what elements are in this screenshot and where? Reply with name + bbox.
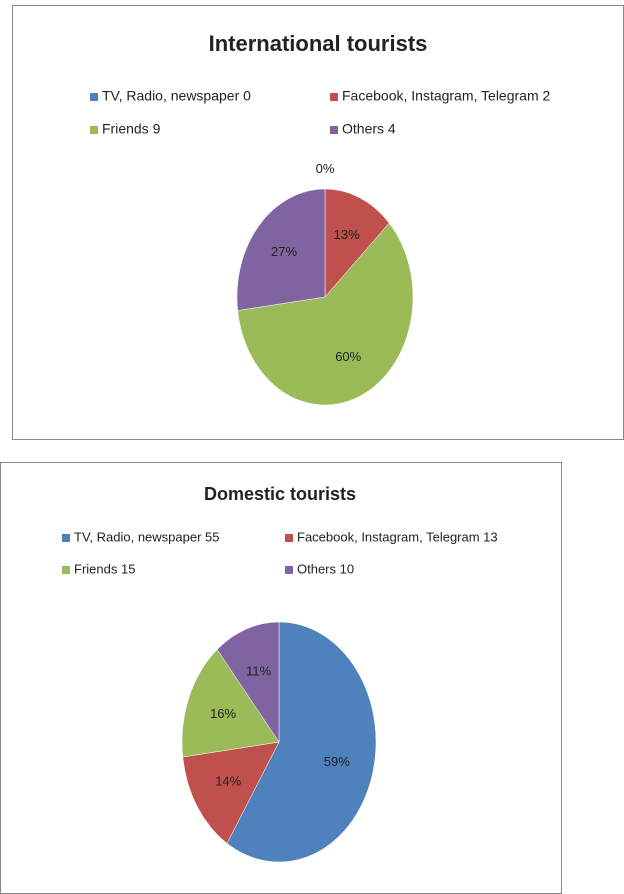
data-label: 59% (324, 754, 350, 769)
legend-label: Friends 15 (74, 561, 135, 576)
legend-swatch (62, 566, 70, 574)
legend-swatch (330, 93, 338, 101)
data-label: 27% (271, 244, 297, 259)
legend-label: Facebook, Instagram, Telegram 13 (297, 529, 498, 544)
data-label: 16% (210, 706, 236, 721)
legend-swatch (285, 566, 293, 574)
legend-label: Friends 9 (102, 121, 161, 137)
legend-swatch (285, 534, 293, 542)
legend-swatch (62, 534, 70, 542)
pie-slice (237, 222, 414, 406)
legend-label: TV, Radio, newspaper 0 (102, 88, 251, 104)
chart-title: International tourists (209, 31, 428, 56)
pie-slice (236, 188, 326, 311)
data-label: 13% (334, 227, 360, 242)
pie-slice (216, 621, 280, 743)
legend-label: Facebook, Instagram, Telegram 2 (342, 88, 551, 104)
data-label: 14% (215, 773, 241, 788)
pie-slice (324, 188, 390, 298)
pie-slice (182, 741, 280, 844)
legend-swatch (90, 93, 98, 101)
pie-slice (181, 649, 280, 758)
data-label: 11% (246, 663, 271, 678)
data-label: 60% (335, 349, 361, 364)
legend-swatch (330, 126, 338, 134)
chart-title: Domestic tourists (204, 484, 356, 504)
legend-swatch (90, 126, 98, 134)
data-label: 0% (316, 161, 335, 176)
legend-label: Others 4 (342, 121, 396, 137)
legend-label: TV, Radio, newspaper 55 (74, 529, 220, 544)
pie-slice (226, 621, 377, 863)
legend-label: Others 10 (297, 561, 354, 576)
